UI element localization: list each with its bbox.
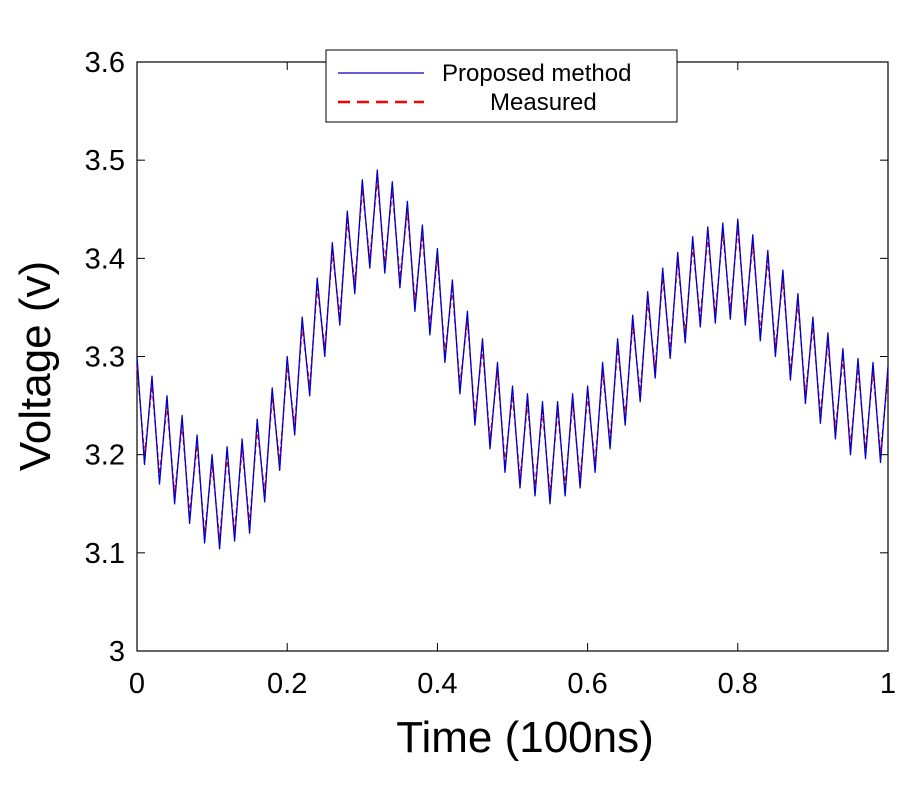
x-tick-label: 1: [880, 668, 896, 700]
plot-area: [136, 61, 889, 652]
x-axis-label: Time (100ns): [396, 713, 654, 762]
series-line-proposed-method: [136, 169, 889, 550]
series-layer: [136, 169, 889, 550]
x-tick-label: 0.4: [417, 668, 457, 700]
legend: Proposed method Measured: [325, 49, 678, 123]
x-tick-label: 0.6: [567, 668, 607, 700]
legend-label-proposed: Proposed method: [442, 60, 631, 87]
x-tick-label: 0.2: [267, 668, 307, 700]
y-tick-label: 3.6: [85, 47, 125, 79]
x-tick-label: 0.8: [718, 668, 758, 700]
y-axis-label: Voltage (v): [11, 261, 60, 471]
ticks-layer: 0 0.2 0.4 0.6 0.8 1 3 3.1 3.2 3.3 3.4 3.5 3.6: [85, 47, 896, 700]
y-tick-label: 3.4: [85, 243, 125, 275]
x-tick-label: 0: [129, 668, 145, 700]
legend-box: [325, 49, 678, 123]
y-tick-label: 3.1: [85, 538, 125, 570]
legend-label-measured: Measured: [490, 89, 597, 116]
y-tick-label: 3.2: [85, 440, 125, 472]
y-tick-label: 3: [109, 636, 125, 668]
y-tick-label: 3.3: [85, 342, 125, 374]
y-tick-label: 3.5: [85, 145, 125, 177]
